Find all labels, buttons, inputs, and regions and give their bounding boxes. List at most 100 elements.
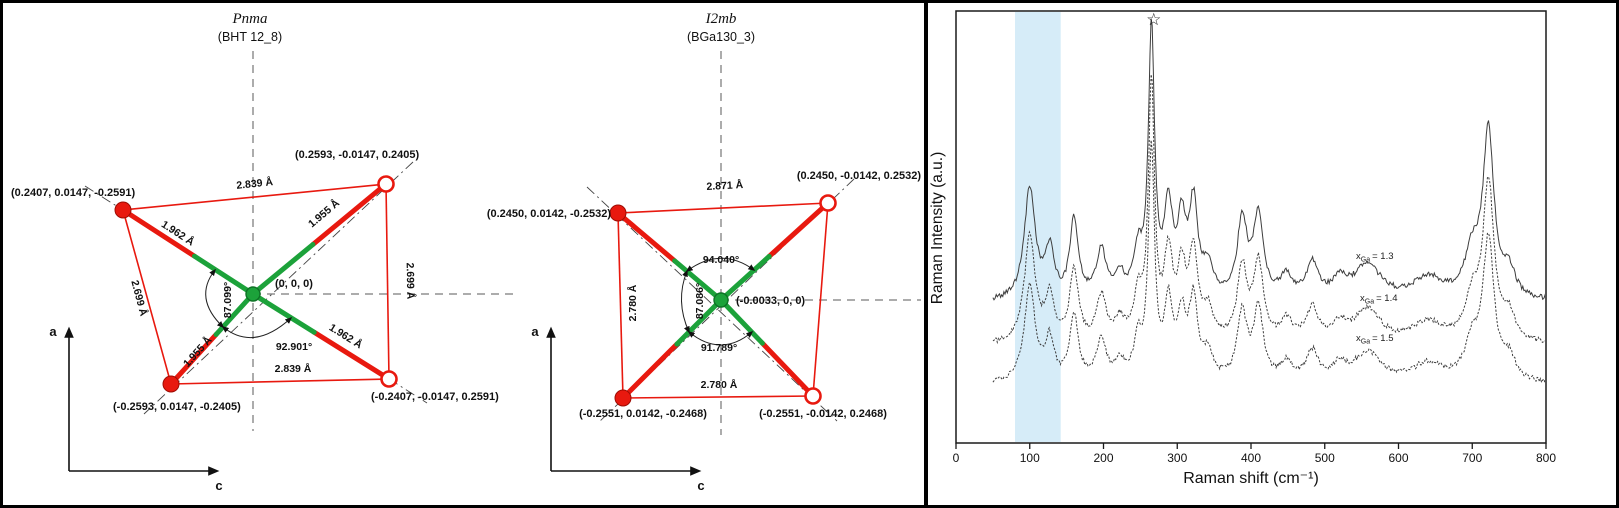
angle-arc-bottom	[221, 316, 293, 339]
diagonal-dashdot-guide	[586, 186, 838, 422]
c-axis-label: c	[697, 478, 704, 493]
x-axis-tick-label: 0	[953, 451, 960, 465]
series-label-2-value: = 1.4	[1376, 293, 1397, 304]
angle-label-top: 94.040°	[703, 254, 739, 266]
diagram-i2mb: I2mb (BGa130_3)	[487, 11, 921, 493]
bond-top-left-inner	[672, 258, 724, 303]
atom-bottom-right-open	[380, 370, 398, 388]
atom-bottom-left	[162, 375, 180, 393]
atom-top-left	[609, 204, 627, 222]
atom-center	[245, 286, 261, 302]
angle-label-bottom: 92.901°	[276, 341, 312, 353]
coord-label-bottom-left: (-0.2551, 0.0142, -0.2468)	[579, 408, 707, 420]
edge-lines	[617, 202, 829, 399]
crystal-diagrams-panel: Pnma (BHT 12_8)	[3, 3, 924, 505]
x-axis-title: Raman shift (cm⁻¹)	[1183, 470, 1319, 487]
bond-top-left-outer	[120, 207, 197, 259]
edge-label-right: 2.699 Å	[404, 262, 418, 299]
coord-label-top-left: (0.2407, 0.0147, -0.2591)	[11, 187, 135, 199]
raman-chart-panel: ☆ xGa = 1.3 xGa = 1.4 xGa = 1.5 0 100 200 300 4…	[928, 3, 1616, 505]
diagram-pnma: Pnma (BHT 12_8)	[11, 11, 519, 493]
x-axis-tick-label: 800	[1536, 451, 1556, 465]
atom-top-right-open	[819, 194, 837, 212]
edge-left	[617, 212, 624, 399]
a-axis-label: a	[49, 324, 57, 339]
edge-label-top: 2.871 Å	[706, 178, 744, 193]
atom-top-left	[114, 201, 132, 219]
series-label-1-main: x	[1356, 251, 1361, 262]
angle-label-bottom: 91.789°	[701, 342, 737, 354]
series-label-1-sub: Ga	[1361, 257, 1370, 264]
atom-top-right-open	[377, 175, 395, 193]
edge-top	[617, 202, 829, 214]
raman-spectrum-1	[992, 18, 1545, 301]
diagram1-title: Pnma	[232, 11, 268, 27]
series-label-2-sub: Ga	[1365, 299, 1374, 306]
raman-chart-svg: ☆ xGa = 1.3 xGa = 1.4 xGa = 1.5 0 100 200 300 4…	[929, 10, 1556, 487]
coord-label-center: (0, 0, 0)	[275, 278, 313, 290]
edge-right	[812, 202, 829, 397]
bond-top-left-outer	[615, 210, 678, 264]
series-label-3: xGa = 1.5	[1356, 333, 1394, 346]
edge-right	[385, 183, 390, 380]
coord-label-bottom-right: (-0.2551, -0.0142, 0.2468)	[759, 408, 887, 420]
diagram1-subtitle: (BHT 12_8)	[218, 30, 282, 44]
edge-bottom	[170, 378, 390, 385]
spectra-curves	[992, 18, 1545, 385]
atom-center	[713, 292, 729, 308]
bond-bottom-left-outer	[168, 332, 219, 387]
bond-bottom-right-outer	[759, 340, 816, 399]
series-label-3-main: x	[1356, 333, 1361, 344]
bond-lines	[615, 200, 831, 401]
bond-top-right-outer	[310, 181, 389, 247]
raman-spectrum-2	[992, 74, 1545, 345]
series-label-1-value: = 1.3	[1372, 251, 1393, 262]
x-axis-ticks: 0 100 200 300 400 500 600 700 800	[953, 443, 1556, 465]
bond-bottom-right-inner	[250, 291, 317, 335]
coord-label-bottom-left: (-0.2593, 0.0147, -0.2405)	[113, 401, 241, 413]
edge-lines	[122, 183, 390, 385]
series-label-3-sub: Ga	[1361, 339, 1370, 346]
coord-label-bottom-right: (-0.2407, -0.0147, 0.2591)	[371, 391, 499, 403]
atom-bottom-left	[614, 389, 632, 407]
edge-bottom	[622, 395, 814, 399]
series-label-2: xGa = 1.4	[1360, 293, 1398, 306]
bond-top-right-inner	[250, 242, 316, 297]
x-axis-tick-label: 200	[1093, 451, 1113, 465]
edge-label-top: 2.839 Å	[236, 175, 274, 192]
x-axis-tick-label: 100	[1020, 451, 1040, 465]
angle-label-left: 87.086°	[694, 283, 706, 319]
x-axis-tick-label: 400	[1241, 451, 1261, 465]
edge-label-bottom: 2.780 Å	[701, 378, 738, 391]
bond-bottom-right-outer	[311, 329, 392, 382]
star-marker-icon: ☆	[1146, 10, 1161, 30]
edge-label-left: 2.780 Å	[626, 284, 639, 321]
angle-arc-bottom	[687, 331, 754, 346]
diagram2-subtitle: (BGa130_3)	[687, 30, 755, 44]
c-axis-label: c	[215, 478, 222, 493]
coord-label-top-right: (0.2450, -0.0142, 0.2532)	[797, 170, 921, 182]
bond-bottom-left-inner	[674, 297, 724, 347]
edge-left	[122, 209, 172, 385]
raman-spectrum-3	[992, 140, 1545, 385]
bond-bottom-right-inner	[718, 297, 765, 346]
angle-label-left: 87.099°	[222, 282, 234, 318]
atom-bottom-right-open	[804, 387, 822, 405]
edge-top	[122, 183, 387, 211]
series-label-2-main: x	[1360, 293, 1365, 304]
diagram2-title: I2mb	[705, 11, 737, 27]
a-axis-label: a	[531, 324, 539, 339]
diagonal-dashdot-guide	[143, 161, 414, 415]
bond-top-right-inner	[718, 253, 772, 303]
angle-arc-left	[680, 269, 690, 334]
coord-label-top-right: (0.2593, -0.0147, 0.2405)	[295, 149, 419, 161]
crystal-diagrams-svg: Pnma (BHT 12_8)	[11, 11, 921, 493]
x-axis-tick-label: 500	[1315, 451, 1335, 465]
series-label-3-value: = 1.5	[1372, 333, 1393, 344]
bond-bottom-left-outer	[620, 341, 680, 401]
angle-arc-top	[685, 257, 756, 272]
y-axis-title: Raman Intensity (a.u.)	[929, 152, 946, 304]
angle-arc-left	[205, 268, 225, 329]
x-axis-tick-label: 700	[1462, 451, 1482, 465]
